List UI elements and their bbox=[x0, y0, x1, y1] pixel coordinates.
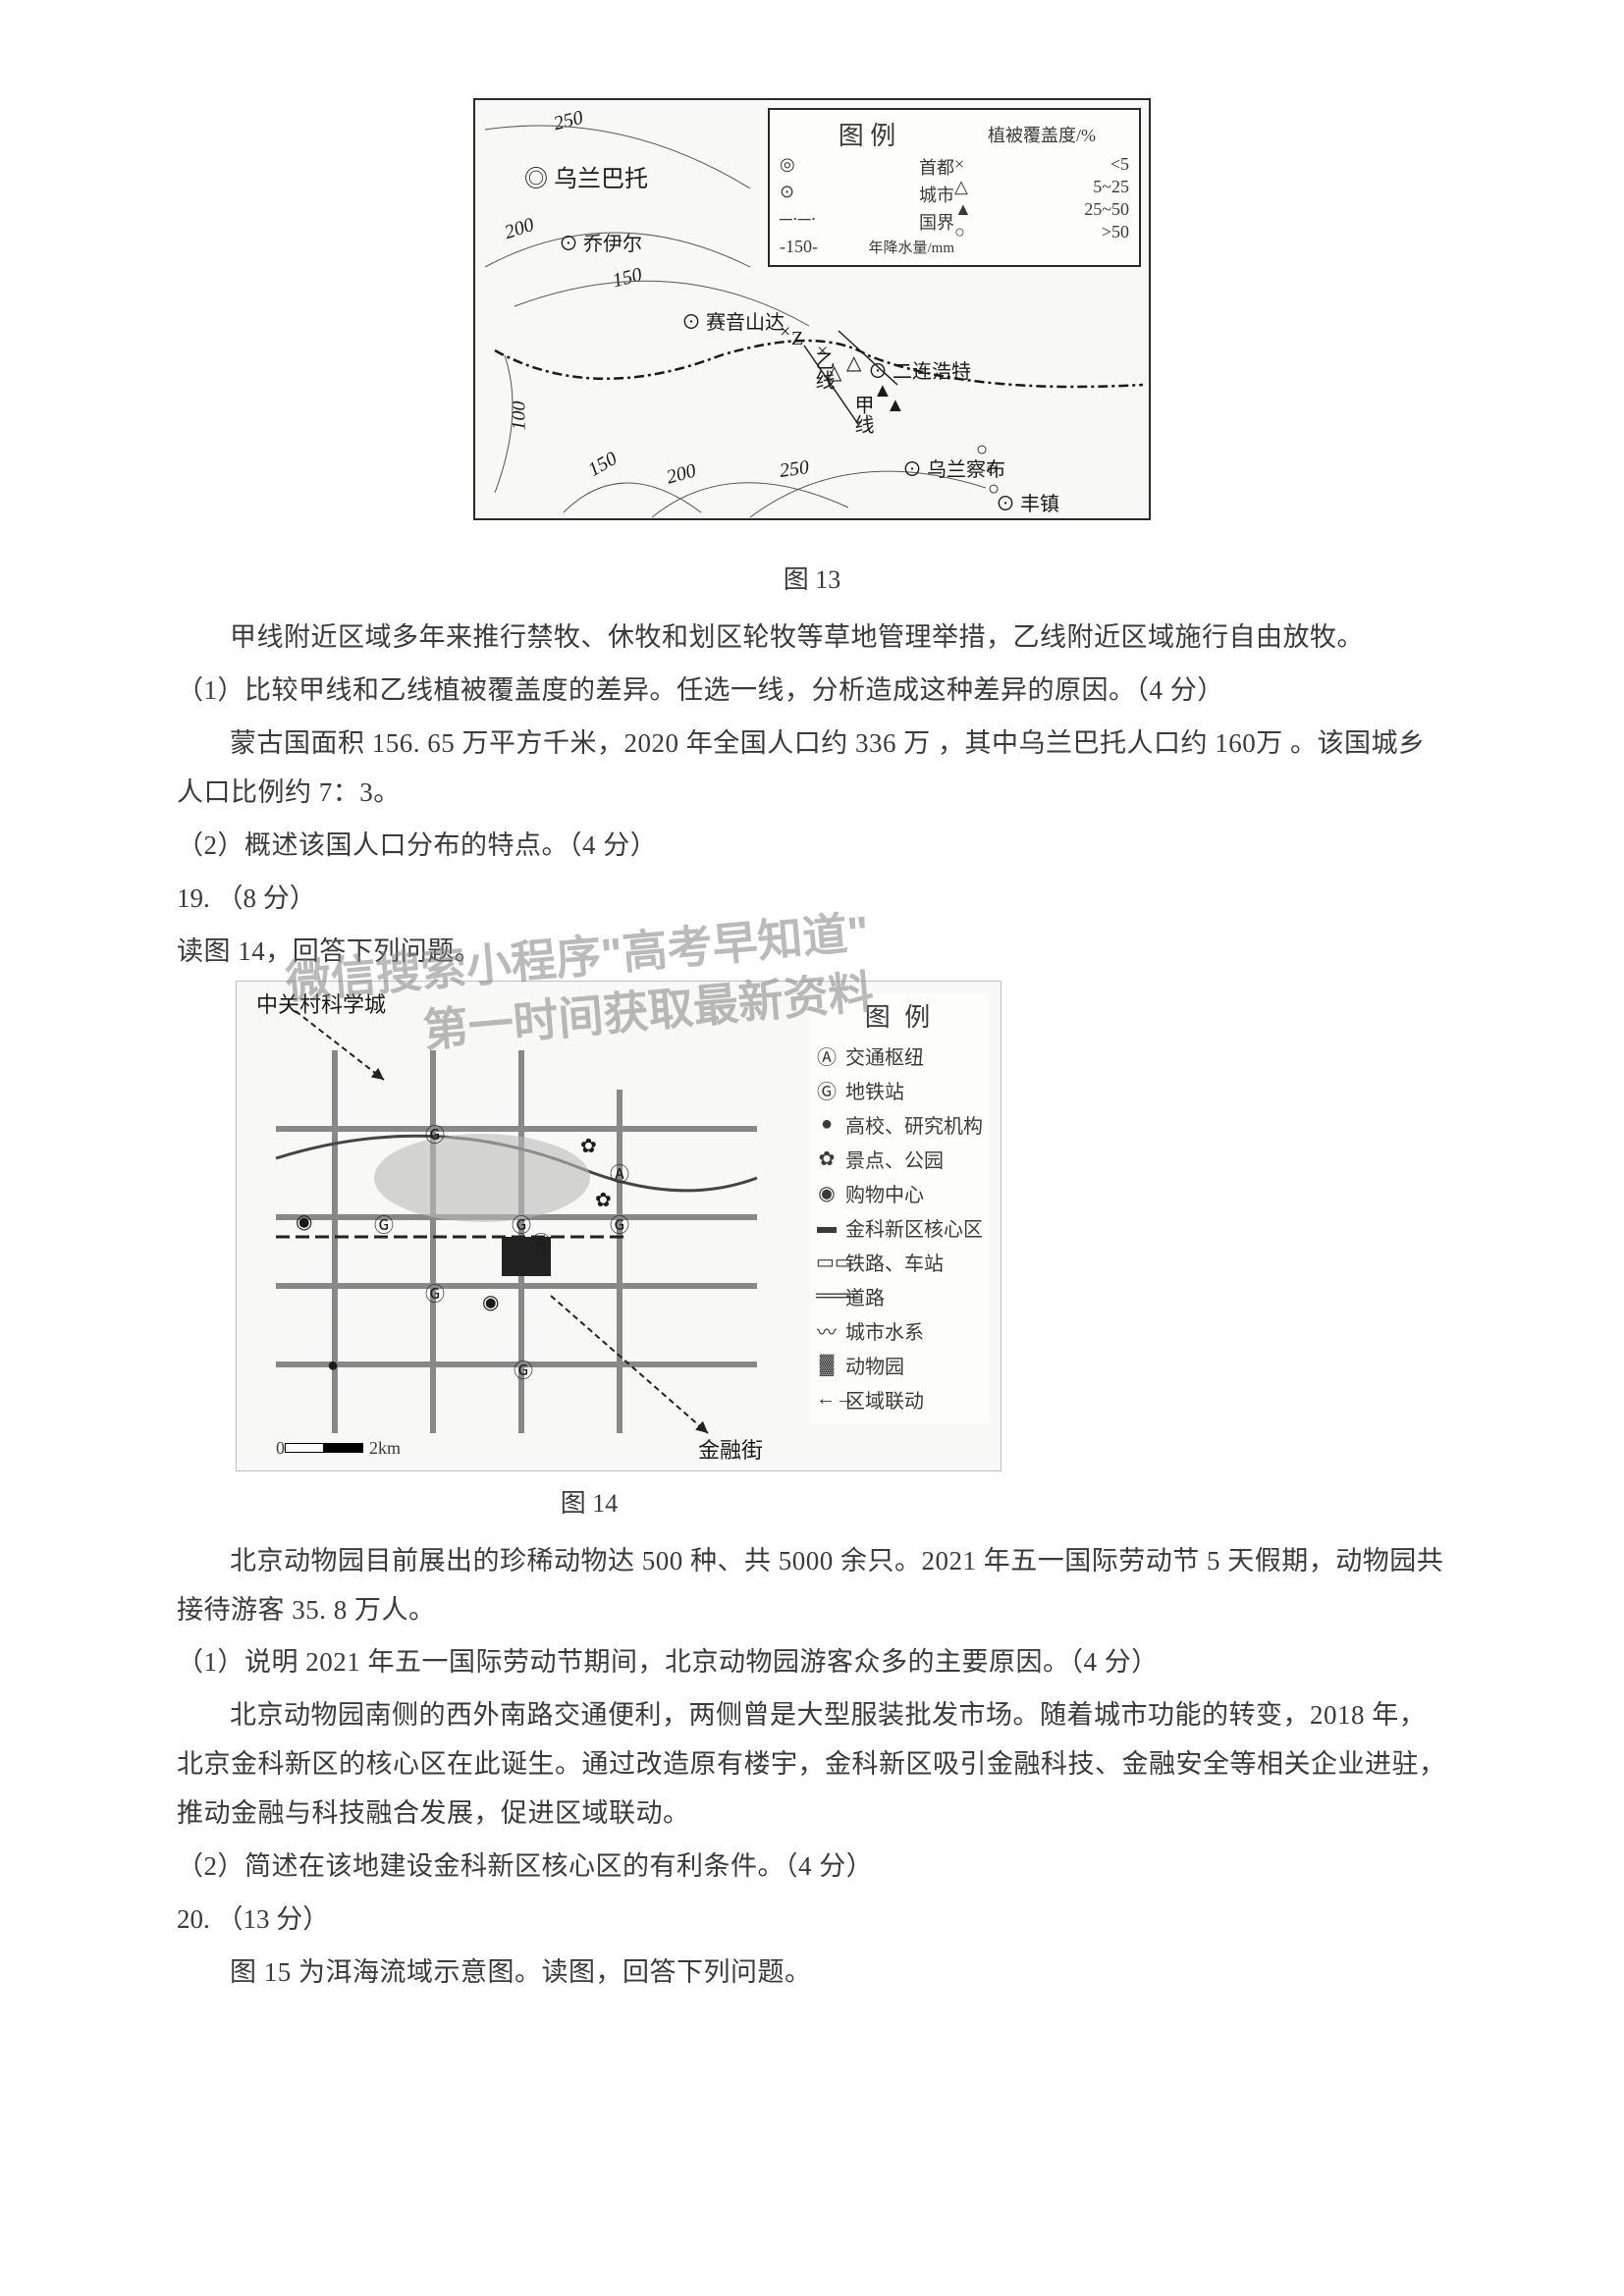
para-4: 北京动物园南侧的西外南路交通便利，两侧曾是大型服装批发市场。随着城市功能的转变，… bbox=[177, 1691, 1447, 1839]
map-13: 48° 42° 106° 112° 250 200 150 100 150 20… bbox=[473, 98, 1151, 520]
question-19-1: （1）说明 2021 年五一国际劳动节期间，北京动物园游客众多的主要原因。（4 … bbox=[177, 1638, 1447, 1687]
para-1: 甲线附近区域多年来推行禁牧、休牧和划区轮牧等草地管理举措，乙线附近区域施行自由放… bbox=[177, 614, 1447, 663]
city-ulaanbaatar: ◎ 乌兰巴托 bbox=[524, 159, 648, 193]
question-1-2: （2）概述该国人口分布的特点。（4 分） bbox=[177, 822, 1447, 871]
figure-14: 中关村科学城 金融街 Ⓖ Ⓖ Ⓖ Ⓖ Ⓖ Ⓖ Ⓐ Ⓐ ● ◉ ◉ ✿ ✿ 0 2… bbox=[236, 981, 1001, 1520]
q20-header: 20. （13 分） bbox=[177, 1896, 1447, 1945]
label-z: Z bbox=[791, 328, 803, 350]
legend-title: 图 例 bbox=[780, 116, 954, 152]
figure-13-caption: 图 13 bbox=[473, 560, 1151, 596]
city-fengzhen: ⊙ 丰镇 bbox=[996, 488, 1059, 516]
figure-13: 48° 42° 106° 112° 250 200 150 100 150 20… bbox=[473, 98, 1151, 596]
scale-bar: 0 2km bbox=[276, 1438, 401, 1459]
city-saiyinshanda: ⊙ 赛音山达 bbox=[681, 306, 785, 335]
legend-13: 图 例 植被覆盖度/% ◎首都 ⊙城市 ─·─·国界 -150-年降水量/mm … bbox=[768, 108, 1141, 267]
q19-intro: 读图 14，回答下列问题。 bbox=[177, 928, 1447, 977]
legend-14: 图 例 Ⓐ交通枢纽 Ⓖ地铁站 ●高校、研究机构 ✿景点、公园 ◉购物中心 ▬金科… bbox=[810, 993, 989, 1423]
label-zhongguancun: 中关村科学城 bbox=[256, 988, 386, 1019]
para-3: 北京动物园目前展出的珍稀动物达 500 种、共 5000 余只。2021 年五一… bbox=[177, 1537, 1447, 1635]
figure-14-caption: 图 14 bbox=[177, 1483, 1001, 1520]
label-jinrongjie: 金融街 bbox=[698, 1433, 763, 1465]
map-14: 中关村科学城 金融街 Ⓖ Ⓖ Ⓖ Ⓖ Ⓖ Ⓖ Ⓐ Ⓐ ● ◉ ◉ ✿ ✿ 0 2… bbox=[236, 981, 1001, 1471]
legend-right-title: 植被覆盖度/% bbox=[954, 116, 1129, 152]
para-2: 蒙古国面积 156. 65 万平方千米，2020 年全国人口约 336 万 ，其… bbox=[177, 720, 1447, 818]
question-1-1: （1）比较甲线和乙线植被覆盖度的差异。任选一线，分析造成这种差异的原因。（4 分… bbox=[177, 667, 1447, 716]
q20-intro: 图 15 为洱海流域示意图。读图，回答下列问题。 bbox=[177, 1949, 1447, 1998]
city-qiaoyier: ⊙ 乔伊尔 bbox=[559, 228, 642, 256]
q19-header: 19. （8 分） bbox=[177, 875, 1447, 924]
question-19-2: （2）简述在该地建设金科新区核心区的有利条件。（4 分） bbox=[177, 1842, 1447, 1892]
